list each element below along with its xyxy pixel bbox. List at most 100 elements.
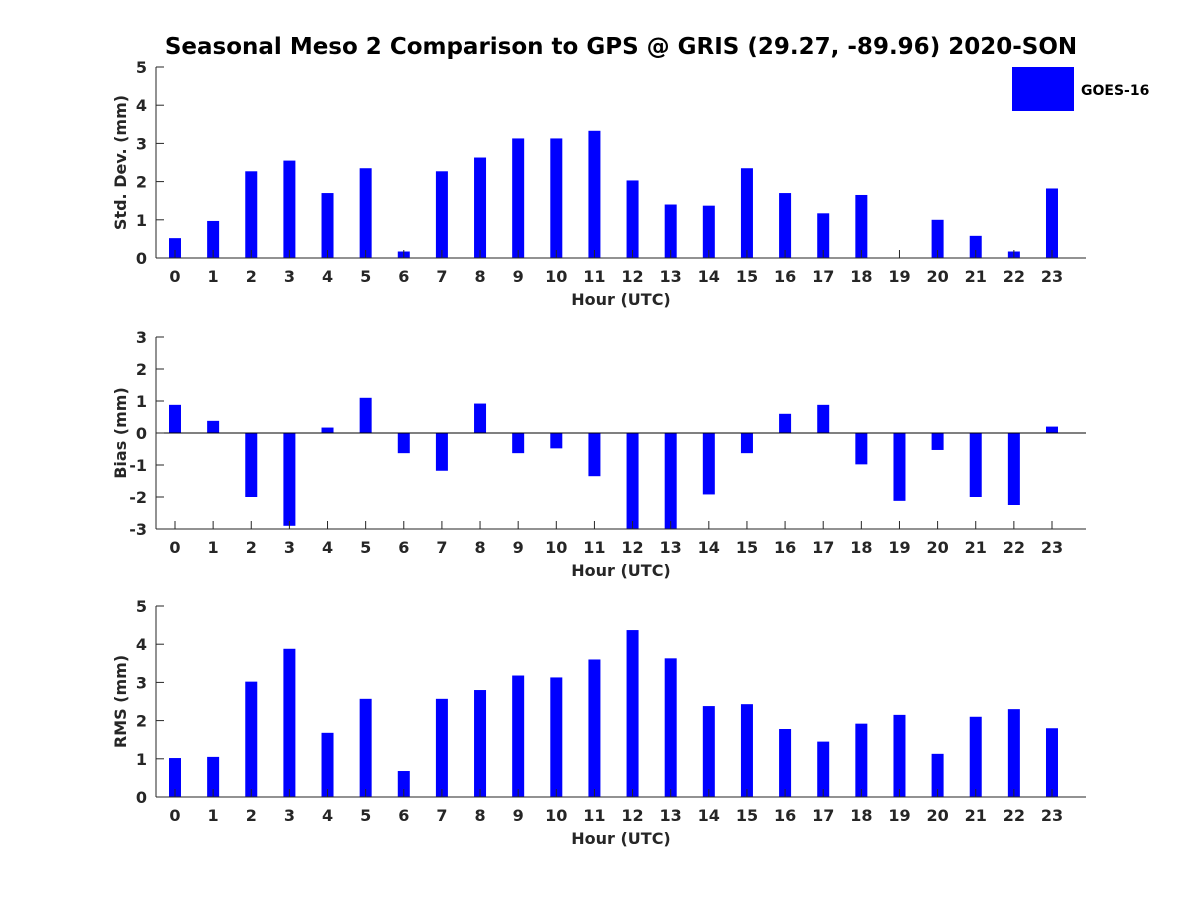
- x-tick-label: 23: [1041, 267, 1063, 286]
- y-tick-label: -3: [129, 520, 147, 539]
- x-tick-label: 0: [169, 806, 180, 825]
- x-tick-label: 4: [322, 538, 333, 557]
- x-tick-label: 16: [774, 538, 796, 557]
- legend-swatch: [1012, 67, 1074, 111]
- bar-bias-hour-15: [740, 433, 753, 454]
- bar-bias-hour-10: [550, 433, 563, 449]
- x-tick-label: 7: [436, 538, 447, 557]
- x-tick-label: 19: [888, 806, 910, 825]
- x-tick-label: 15: [736, 806, 758, 825]
- x-tick-label: 5: [360, 806, 371, 825]
- x-tick-label: 14: [698, 806, 720, 825]
- x-tick-label: 19: [888, 267, 910, 286]
- bar-bias-hour-2: [245, 433, 258, 497]
- x-tick-label: 11: [583, 538, 605, 557]
- bar-bias-hour-8: [474, 403, 487, 433]
- x-tick-label: 14: [698, 538, 720, 557]
- y-tick-label: 2: [136, 173, 147, 192]
- bar-std-dev-hour-8: [474, 157, 487, 258]
- bar-bias-hour-0: [169, 404, 181, 433]
- x-tick-label: 21: [965, 806, 987, 825]
- x-tick-label: 2: [246, 267, 257, 286]
- bar-std-dev-hour-2: [245, 171, 258, 258]
- bar-std-dev-hour-14: [702, 205, 715, 258]
- bar-rms-hour-5: [359, 698, 372, 797]
- bar-rms-hour-15: [740, 704, 753, 797]
- bar-bias-hour-7: [435, 433, 448, 471]
- x-tick-label: 20: [926, 267, 948, 286]
- figure-title: Seasonal Meso 2 Comparison to GPS @ GRIS…: [165, 34, 1077, 60]
- x-tick-label: 1: [208, 806, 219, 825]
- bar-std-dev-hour-0: [169, 238, 181, 258]
- bar-bias-hour-23: [1045, 426, 1058, 433]
- bar-rms-hour-17: [817, 741, 830, 797]
- bar-bias-hour-13: [664, 433, 677, 529]
- bar-rms-hour-12: [626, 630, 639, 797]
- y-tick-label: 0: [136, 788, 147, 807]
- bar-std-dev-hour-15: [740, 168, 753, 258]
- bar-rms-hour-8: [474, 690, 487, 797]
- bar-bias-hour-14: [702, 433, 715, 495]
- x-tick-label: 4: [322, 806, 333, 825]
- bar-rms-hour-19: [893, 714, 906, 797]
- bar-std-dev-hour-21: [969, 235, 982, 258]
- bar-rms-hour-1: [207, 756, 220, 797]
- bar-std-dev-hour-17: [817, 213, 830, 258]
- x-tick-label: 15: [736, 267, 758, 286]
- x-tick-label: 13: [660, 267, 682, 286]
- y-tick-label: 0: [136, 249, 147, 268]
- bar-rms-hour-0: [169, 758, 181, 797]
- x-tick-label: 7: [436, 267, 447, 286]
- x-tick-label: 9: [513, 538, 524, 557]
- x-tick-label: 4: [322, 267, 333, 286]
- bar-rms-hour-14: [702, 706, 715, 797]
- x-tick-label: 7: [436, 806, 447, 825]
- y-tick-label: -1: [129, 456, 147, 475]
- y-tick-label: 1: [136, 750, 147, 769]
- bar-std-dev-hour-3: [283, 160, 296, 258]
- x-tick-label: 3: [284, 806, 295, 825]
- x-tick-label: 12: [621, 806, 643, 825]
- x-tick-label: 11: [583, 806, 605, 825]
- bar-rms-hour-7: [435, 698, 448, 797]
- x-tick-label: 23: [1041, 538, 1063, 557]
- bar-std-dev-hour-4: [321, 193, 334, 258]
- bar-rms-hour-21: [969, 716, 982, 797]
- x-tick-label: 22: [1003, 538, 1025, 557]
- x-tick-label: 0: [169, 538, 180, 557]
- x-tick-label: 6: [398, 267, 409, 286]
- x-tick-label: 1: [208, 267, 219, 286]
- x-tick-label: 15: [736, 538, 758, 557]
- bar-rms-hour-23: [1045, 728, 1058, 797]
- bar-rms-hour-11: [588, 659, 601, 797]
- y-tick-label: 5: [136, 58, 147, 77]
- y-tick-label: 1: [136, 392, 147, 411]
- bar-bias-hour-16: [779, 413, 792, 433]
- x-tick-label: 10: [545, 538, 567, 557]
- bar-std-dev-hour-12: [626, 180, 639, 258]
- x-tick-label: 20: [926, 538, 948, 557]
- x-tick-label: 23: [1041, 806, 1063, 825]
- bar-bias-hour-5: [359, 397, 372, 433]
- x-tick-label: 19: [888, 538, 910, 557]
- legend: GOES-16: [1012, 67, 1149, 111]
- x-tick-label: 11: [583, 267, 605, 286]
- bar-bias-hour-21: [969, 433, 982, 497]
- bar-std-dev-hour-9: [512, 138, 525, 258]
- y-tick-label: 5: [136, 597, 147, 616]
- y-tick-label: -2: [129, 488, 147, 507]
- x-tick-label: 8: [474, 267, 485, 286]
- bar-rms-hour-22: [1007, 709, 1020, 797]
- bar-rms-hour-6: [397, 771, 410, 797]
- y-axis-label: Std. Dev. (mm): [111, 95, 130, 230]
- bar-rms-hour-3: [283, 648, 296, 797]
- bar-std-dev-hour-1: [207, 220, 220, 258]
- bar-bias-hour-4: [321, 427, 334, 433]
- y-axis-label: Bias (mm): [111, 387, 130, 479]
- bar-rms-hour-2: [245, 681, 258, 797]
- x-tick-label: 8: [474, 538, 485, 557]
- x-tick-label: 3: [284, 267, 295, 286]
- bar-bias-hour-18: [855, 433, 868, 465]
